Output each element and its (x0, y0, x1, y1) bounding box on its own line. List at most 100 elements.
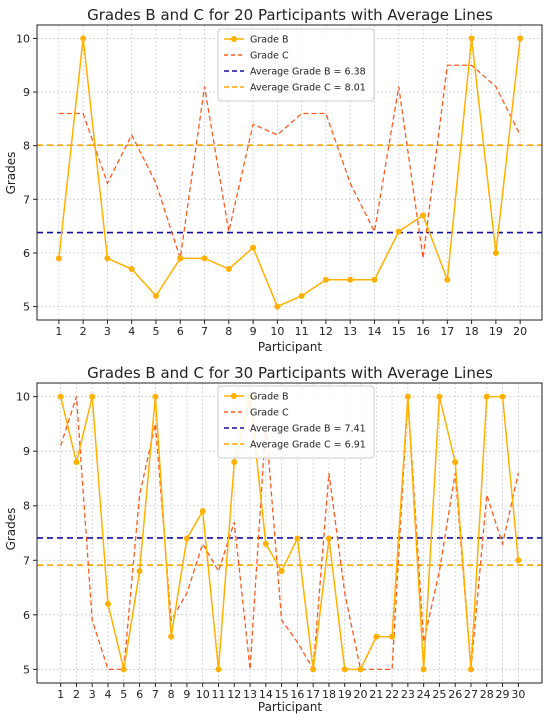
chart-2-legend-label: Grade B (250, 392, 289, 403)
chart-2-legend-label: Grade C (250, 408, 289, 419)
chart-2-grade-b-point (168, 633, 175, 640)
chart-1-x-tick-label: 18 (465, 325, 479, 338)
chart-2-y-tick-label: 8 (23, 500, 30, 513)
chart-1-grade-b-point (80, 35, 87, 42)
chart-1-y-tick-label: 9 (23, 86, 30, 99)
chart-1-grade-b-point (420, 212, 427, 219)
chart-1-grade-b-point (152, 292, 159, 299)
chart-1-grade-b-point (444, 276, 451, 283)
chart-1-legend-label: Average Grade B = 6.38 (250, 67, 366, 78)
chart-1-grade-b-point (298, 292, 305, 299)
chart-2-x-tick-label: 12 (227, 688, 241, 701)
chart-2-x-tick-label: 19 (338, 688, 352, 701)
chart-2-x-tick-label: 7 (152, 688, 159, 701)
chart-2-grade-b-point (404, 393, 411, 400)
chart-1-x-tick-label: 19 (489, 325, 503, 338)
chart-2: Grades B and C for 30 Participants with … (4, 364, 543, 714)
chart-2-legend-label: Average Grade B = 7.41 (250, 424, 366, 435)
chart-1-x-tick-label: 8 (225, 325, 232, 338)
chart-1-grade-b-point (250, 244, 257, 251)
chart-1-y-tick-label: 10 (16, 32, 30, 45)
chart-2-grade-b-point (452, 459, 459, 466)
chart-2-grade-b-point (515, 557, 522, 564)
chart-2-x-tick-label: 28 (480, 688, 494, 701)
chart-2-x-tick-label: 2 (73, 688, 80, 701)
chart-1-x-tick-label: 3 (104, 325, 111, 338)
chart-2-x-tick-label: 1 (57, 688, 64, 701)
chart-1-grade-b-point (492, 249, 499, 256)
chart-1-y-tick-label: 8 (23, 140, 30, 153)
chart-1-title: Grades B and C for 20 Participants with … (87, 6, 493, 24)
chart-2-x-tick-label: 9 (183, 688, 190, 701)
chart-2-y-tick-label: 7 (23, 554, 30, 567)
chart-2-x-tick-label: 11 (211, 688, 225, 701)
chart-2-x-tick-label: 15 (275, 688, 289, 701)
chart-1: Grades B and C for 20 Participants with … (4, 6, 543, 354)
chart-2-title: Grades B and C for 30 Participants with … (87, 364, 493, 382)
chart-2-grade-b-point (341, 666, 348, 673)
chart-2-x-tick-label: 16 (290, 688, 304, 701)
chart-1-grade-b-point (347, 276, 354, 283)
chart-1-grade-b-point (371, 276, 378, 283)
chart-1-grade-b-point (104, 255, 111, 262)
chart-2-grade-b-point (310, 666, 317, 673)
chart-1-x-tick-label: 5 (152, 325, 159, 338)
chart-2-grade-b-point (373, 633, 380, 640)
chart-1-x-tick-label: 13 (343, 325, 357, 338)
chart-2-grade-b-point (215, 666, 222, 673)
chart-1-x-tick-label: 2 (80, 325, 87, 338)
chart-1-grade-b-point (322, 276, 329, 283)
chart-2-x-tick-label: 30 (511, 688, 525, 701)
chart-1-x-axis-label: Participant (258, 340, 323, 354)
chart-1-grade-b-point (201, 255, 208, 262)
chart-2-y-axis-label: Grades (4, 508, 18, 551)
chart-1-legend-marker (231, 36, 237, 42)
chart-1-x-tick-label: 16 (416, 325, 430, 338)
chart-2-x-tick-label: 17 (306, 688, 320, 701)
chart-1-series-grade-c-line (58, 64, 521, 259)
chart-2-x-tick-label: 27 (464, 688, 478, 701)
chart-1-legend-label: Grade B (250, 35, 289, 46)
chart-2-legend-label: Average Grade C = 6.91 (250, 440, 366, 451)
chart-1-x-tick-label: 7 (201, 325, 208, 338)
chart-2-x-tick-label: 18 (322, 688, 336, 701)
chart-2-plot-frame (36, 382, 543, 684)
chart-1-grade-b-point (517, 35, 524, 42)
chart-2-grade-b-point (231, 459, 238, 466)
chart-2-grade-b-point (467, 666, 474, 673)
chart-2-grade-b-point (199, 508, 206, 515)
chart-1-x-tick-label: 17 (440, 325, 454, 338)
chart-2-grade-b-point (294, 535, 301, 542)
chart-1-x-tick-label: 10 (270, 325, 284, 338)
chart-2-grade-b-point (57, 393, 64, 400)
chart-2-grade-b-point (89, 393, 96, 400)
chart-2-x-tick-label: 10 (196, 688, 210, 701)
chart-2-grade-b-point (389, 633, 396, 640)
chart-2-x-tick-label: 13 (243, 688, 257, 701)
chart-2-y-tick-label: 10 (16, 391, 30, 404)
chart-2-x-tick-label: 8 (168, 688, 175, 701)
chart-2-grade-b-point (483, 393, 490, 400)
chart-2-grade-b-point (325, 535, 332, 542)
chart-2-x-tick-label: 23 (401, 688, 415, 701)
chart-1-grade-b-point (177, 255, 184, 262)
chart-1-plot-frame (36, 24, 543, 321)
chart-2-grade-b-point (420, 666, 427, 673)
chart-1-grade-b-point (55, 255, 62, 262)
chart-1-grade-b-point (468, 35, 475, 42)
chart-2-grade-b-point (278, 568, 285, 575)
chart-2-x-tick-label: 3 (89, 688, 96, 701)
chart-1-grade-b-point (225, 266, 232, 273)
chart-2-x-tick-label: 22 (385, 688, 399, 701)
chart-1-y-axis-label: Grades (4, 152, 18, 195)
chart-2-grade-b-point (262, 540, 269, 547)
chart-2-series-grade-c-line (60, 396, 519, 672)
chart-2-grade-b-point (73, 459, 80, 466)
chart-1-legend-label: Grade C (250, 51, 289, 62)
chart-1-grade-b-point (395, 228, 402, 235)
chart-1-x-tick-label: 9 (250, 325, 257, 338)
chart-1-x-tick-label: 15 (392, 325, 406, 338)
chart-2-legend-marker (231, 393, 237, 399)
chart-2-y-tick-label: 6 (23, 609, 30, 622)
